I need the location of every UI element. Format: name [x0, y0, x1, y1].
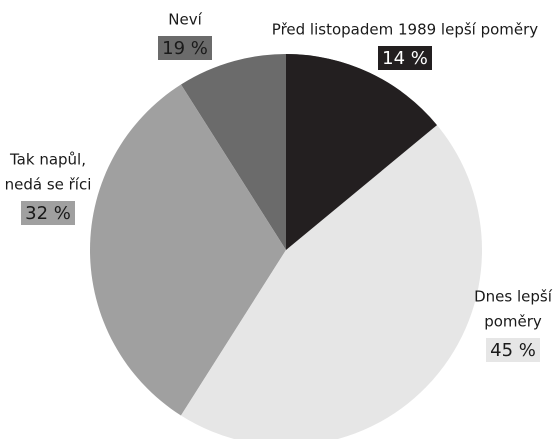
value-label: 32 % — [25, 203, 71, 224]
slice-label: nedá se říci — [5, 176, 92, 194]
slice-label: Před listopadem 1989 lepší poměry — [272, 21, 539, 39]
value-label-box — [486, 338, 540, 362]
slice-label: poměry — [484, 313, 542, 331]
value-label-box — [158, 36, 212, 60]
pie-slice — [180, 125, 482, 439]
slice-label: Neví — [168, 11, 202, 29]
pie-slice — [89, 84, 287, 416]
value-label-box — [21, 201, 75, 225]
value-label-box — [378, 46, 432, 70]
slice-label: Dnes lepší — [474, 288, 553, 306]
value-label: 45 % — [490, 340, 536, 361]
pie-slice — [286, 54, 438, 250]
value-label: 19 % — [162, 38, 208, 59]
value-label: 14 % — [382, 48, 428, 69]
slice-label: Tak napůl, — [9, 151, 86, 169]
